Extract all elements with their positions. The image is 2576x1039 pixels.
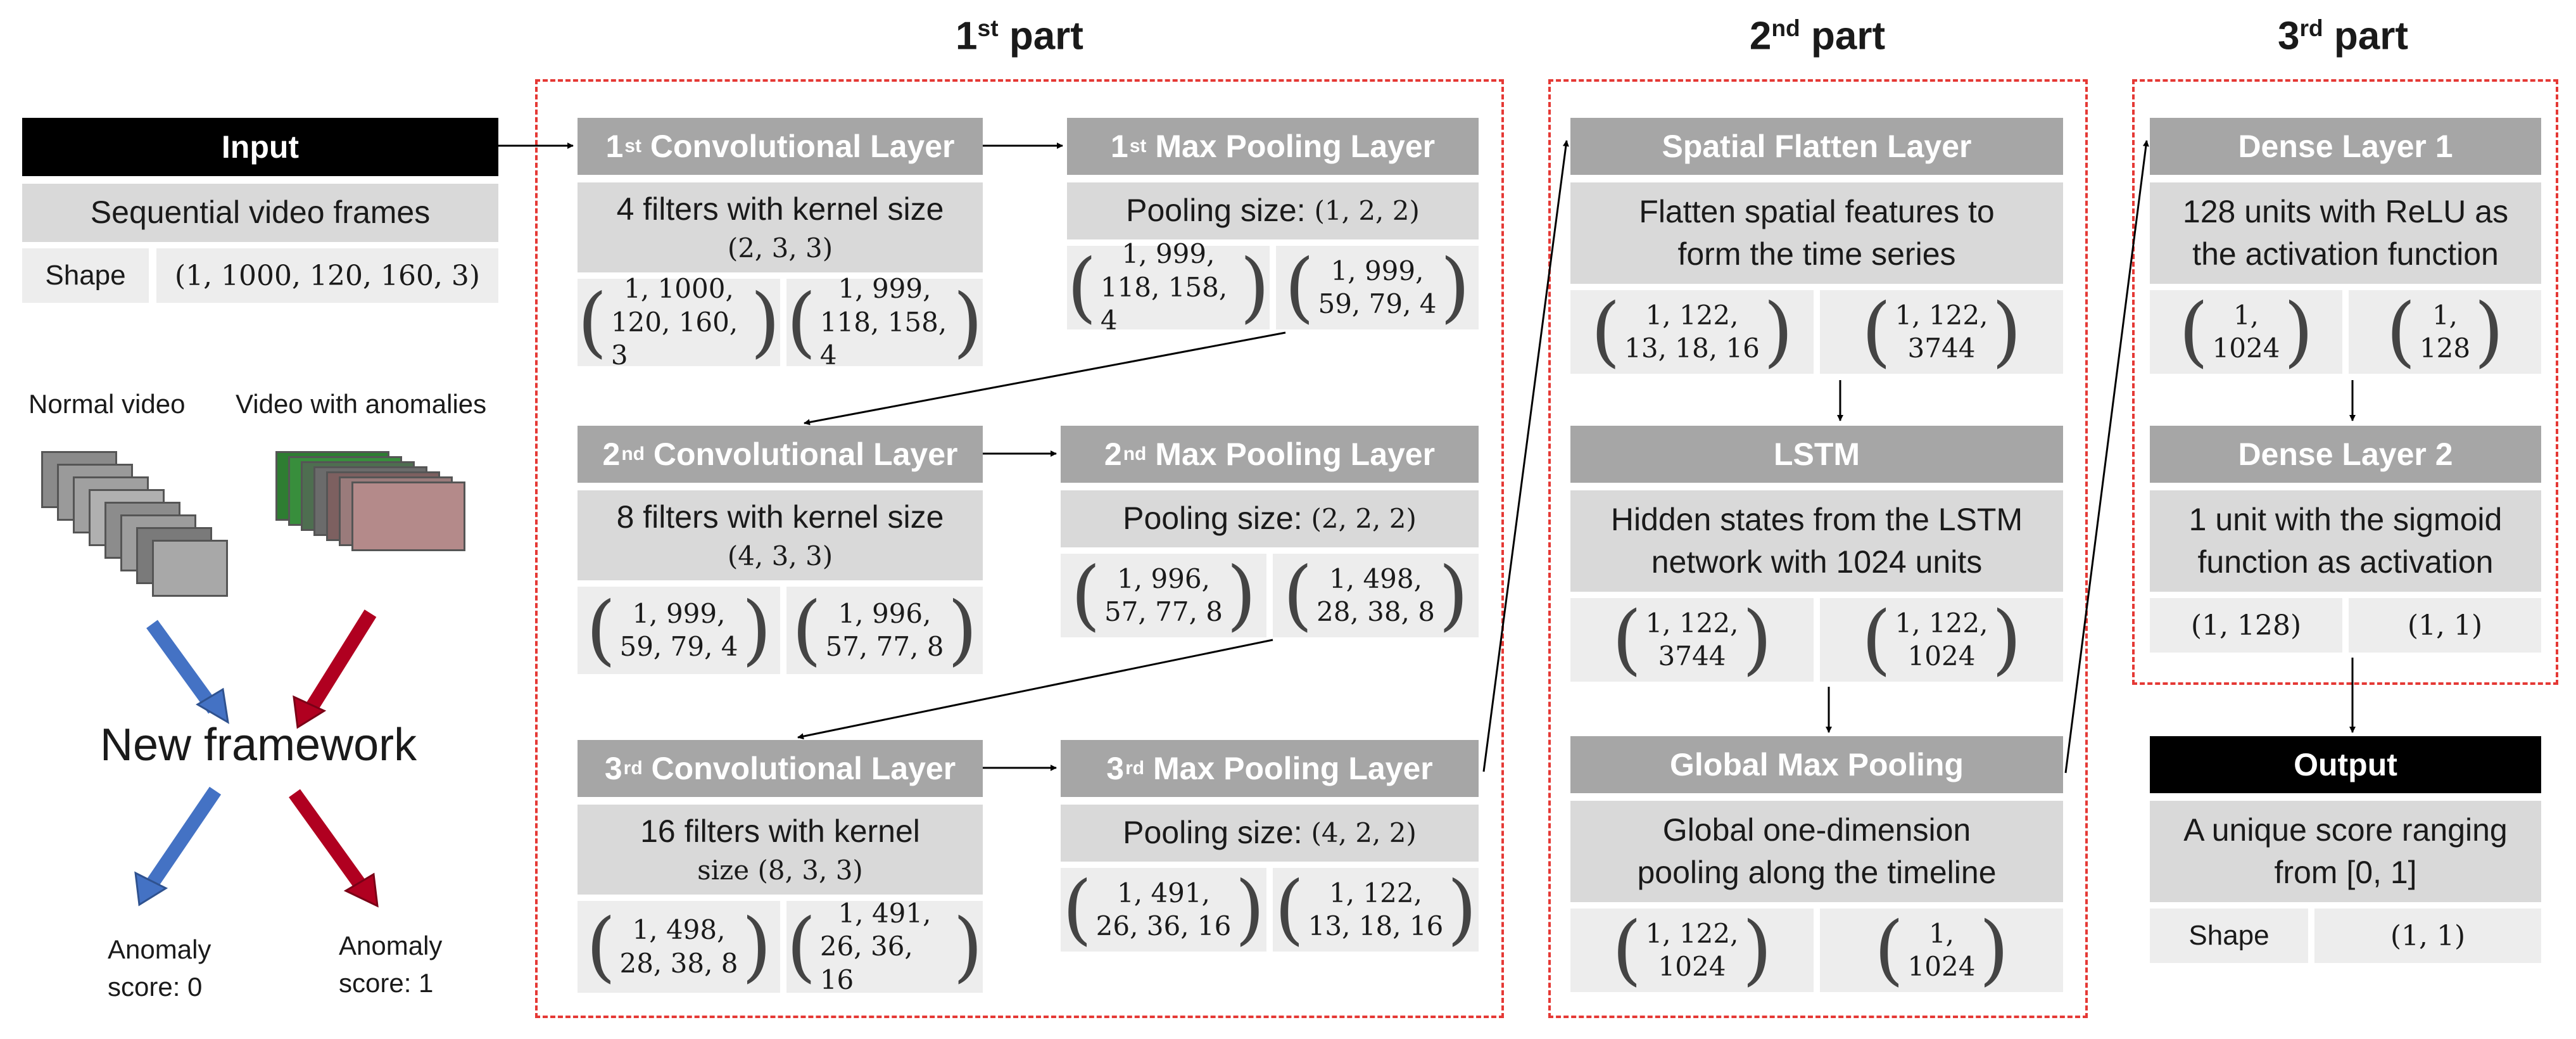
conv1-desc: 4 filters with kernel size (2, 3, 3) xyxy=(578,182,983,272)
pool1-output-shape: (1, 999, 59, 79, 4) xyxy=(1276,246,1479,329)
anomaly-score-1: Anomaly score: 1 xyxy=(339,931,443,998)
gmp-desc: Global one-dimension pooling along the t… xyxy=(1570,801,2063,902)
dense1-output-shape: (1, 128) xyxy=(2349,290,2541,374)
red-arrow-score1-head xyxy=(343,872,379,908)
pool2-desc: Pooling size: (2, 2, 2) xyxy=(1061,490,1479,547)
conv1-output-shape: (1, 999, 118, 158, 4) xyxy=(786,273,983,371)
red-arrow-anomaly-head xyxy=(293,695,327,729)
flatten-desc: Flatten spatial features to form the tim… xyxy=(1570,182,2063,284)
anomaly-score-0: Anomaly score: 0 xyxy=(108,934,212,1002)
output-shape-label: Shape xyxy=(2150,908,2308,963)
part2-title: 2nd part xyxy=(1749,14,1886,58)
conv2-output-shape: (1, 996, 57, 77, 8) xyxy=(786,587,983,674)
dense1-header: Dense Layer 1 xyxy=(2150,118,2541,175)
gmp-header: Global Max Pooling xyxy=(1570,736,2063,793)
part3-container xyxy=(2132,79,2558,685)
input-shape-label: Shape xyxy=(22,248,149,303)
flatten-input-shape: (1, 122, 13, 18, 16) xyxy=(1570,290,1814,374)
input-shape-value: (1, 1000, 120, 160, 3) xyxy=(156,248,498,303)
pool3-input-shape: (1, 491, 26, 36, 16) xyxy=(1061,868,1266,952)
lstm-header: LSTM xyxy=(1570,426,2063,483)
conv1-input-shape: (1, 1000, 120, 160, 3) xyxy=(578,273,780,371)
flatten-output-shape: (1, 122, 3744) xyxy=(1820,290,2063,374)
pool1-input-shape: (1, 999, 118, 158, 4) xyxy=(1067,238,1270,336)
dense2-output-shape: (1, 1) xyxy=(2349,598,2541,653)
arrow-pool1-to-conv2 xyxy=(804,331,1286,426)
anomaly-video-label: Video with anomalies xyxy=(236,389,487,419)
lstm-desc: Hidden states from the LSTM network with… xyxy=(1570,490,2063,592)
dense2-input-shape: (1, 128) xyxy=(2150,598,2342,653)
part3-title: 3rd part xyxy=(2277,14,2409,58)
gmp-output-shape: (1, 1024) xyxy=(1820,908,2063,992)
flatten-header: Spatial Flatten Layer xyxy=(1570,118,2063,175)
output-shape-value: (1, 1) xyxy=(2314,908,2541,963)
conv2-desc: 8 filters with kernel size (4, 3, 3) xyxy=(578,490,983,580)
output-header: Output xyxy=(2150,736,2541,793)
blue-arrow-normal-to-framework xyxy=(146,620,220,714)
input-desc: Sequential video frames xyxy=(22,184,498,242)
arrow-pool2-to-conv3 xyxy=(797,639,1273,740)
lstm-input-shape: (1, 122, 3744) xyxy=(1570,598,1814,682)
normal-video-label: Normal video xyxy=(28,389,186,419)
conv2-input-shape: (1, 999, 59, 79, 4) xyxy=(578,587,780,674)
blue-arrow-to-score0 xyxy=(146,786,222,888)
anomaly-video-thumbnails xyxy=(275,451,478,559)
dense2-header: Dense Layer 2 xyxy=(2150,426,2541,483)
normal-video-thumbnails xyxy=(41,451,244,609)
pool1-desc: Pooling size: (1, 2, 2) xyxy=(1067,182,1479,239)
blue-arrow-score0-head xyxy=(134,871,168,907)
part1-title: 1st part xyxy=(956,14,1083,58)
arrow-gmp-to-dense1 xyxy=(2064,140,2149,774)
gmp-input-shape: (1, 122, 1024) xyxy=(1570,908,1814,992)
dense1-desc: 128 units with ReLU as the activation fu… xyxy=(2150,182,2541,284)
red-arrow-to-score1 xyxy=(289,789,367,890)
arrow-pool3-to-flatten xyxy=(1482,140,1569,772)
conv3-output-shape: (1, 491, 26, 36, 16) xyxy=(786,897,983,995)
lstm-output-shape: (1, 122, 1024) xyxy=(1820,598,2063,682)
pool3-output-shape: (1, 122, 13, 18, 16) xyxy=(1273,868,1479,952)
pool2-output-shape: (1, 498, 28, 38, 8) xyxy=(1273,554,1479,637)
dense1-input-shape: (1, 1024) xyxy=(2150,290,2342,374)
conv3-input-shape: (1, 498, 28, 38, 8) xyxy=(578,901,780,993)
pool3-desc: Pooling size: (4, 2, 2) xyxy=(1061,805,1479,862)
output-desc: A unique score ranging from [0, 1] xyxy=(2150,801,2541,902)
part1-container xyxy=(535,79,1504,1018)
red-arrow-anomaly-to-framework xyxy=(304,609,377,713)
input-header: Input xyxy=(22,118,498,176)
conv3-desc: 16 filters with kernel size (8, 3, 3) xyxy=(578,805,983,895)
pool2-input-shape: (1, 996, 57, 77, 8) xyxy=(1061,554,1266,637)
part2-container xyxy=(1548,79,2088,1018)
blue-arrow-normal-head xyxy=(196,687,229,724)
framework-label: New framework xyxy=(100,720,417,770)
dense2-desc: 1 unit with the sigmoid function as acti… xyxy=(2150,490,2541,592)
